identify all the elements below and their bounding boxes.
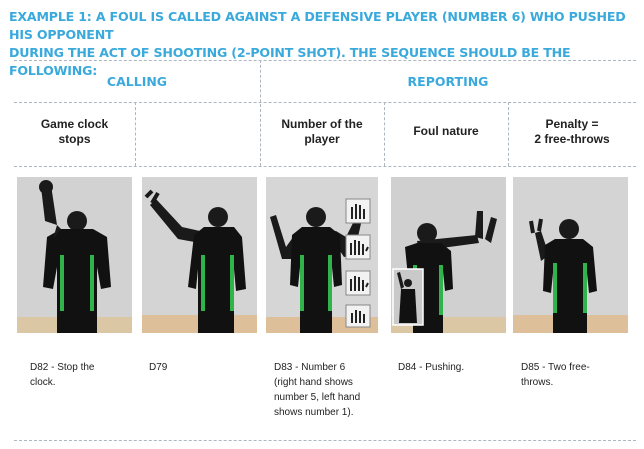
table-rule-sections [14,102,636,103]
column-header-empty [135,117,260,132]
referee-two-free-throws-signal-icon [513,177,628,333]
caption-d79: D79 [149,362,168,373]
hand-icon [345,198,371,328]
page-title: EXAMPLE 1: A FOUL IS CALLED AGAINST A DE… [9,8,639,80]
caption-stop-clock: D82 - Stop the clock. [30,362,95,388]
column-divider-4 [508,102,509,166]
column-header-number-of-player: Number of the player [281,117,363,146]
referee-stop-clock-signal-icon [17,177,132,333]
section-reporting: REPORTING [407,74,489,89]
title-line-1: EXAMPLE 1: A FOUL IS CALLED AGAINST A DE… [9,9,626,42]
caption-number-six: D83 - Number 6 (right hand shows number 5,… [274,362,361,418]
caption-two-free-throws: D85 - Two free-throws. [521,362,590,388]
table-rule-headers [14,166,636,167]
table-rule-bottom [14,440,636,441]
column-header-penalty: Penalty = 2 free-throws [534,117,610,146]
title-line-2: DURING THE ACT OF SHOOTING (2-POINT SHOT… [9,45,571,78]
column-header-game-clock: Game clock stops [40,117,109,146]
referee-foul-signal-icon [142,177,257,333]
column-divider-1 [135,102,136,166]
referee-pushing-signal-icon [391,177,506,333]
column-header-foul-nature: Foul nature [413,124,479,138]
caption-pushing: D84 - Pushing. [398,362,465,373]
column-divider-3 [384,102,385,166]
section-calling: CALLING [106,74,168,89]
table-rule-top [14,60,636,61]
referee-number-six-signal-icon [266,177,378,333]
section-divider [260,60,261,166]
